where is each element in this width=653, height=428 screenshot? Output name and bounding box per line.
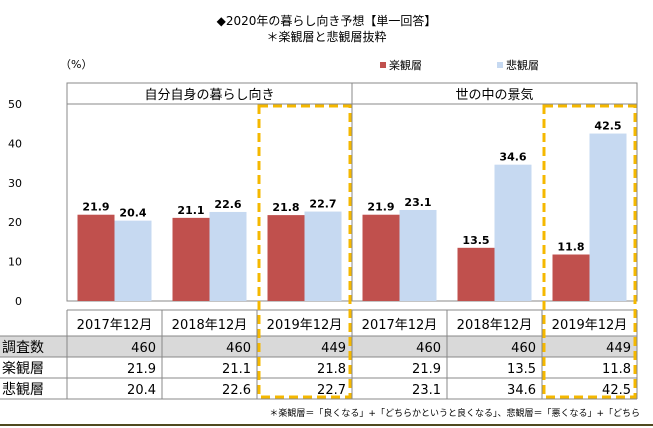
category-label: 2017年12月 — [77, 318, 153, 333]
table-cell: 42.5 — [602, 383, 631, 398]
bar-optimistic — [267, 215, 305, 301]
highlight-box — [257, 104, 352, 399]
table-cell: 21.1 — [222, 362, 251, 377]
category-label: 2017年12月 — [362, 318, 438, 333]
table-cell: 22.7 — [317, 383, 346, 398]
table-cell: 460 — [131, 341, 156, 356]
category-label: 2018年12月 — [457, 318, 533, 333]
bar-pessimistic — [399, 209, 437, 301]
table-cell: 20.4 — [127, 383, 156, 398]
bar-pessimistic — [209, 211, 247, 301]
table-cell: 13.5 — [507, 362, 536, 377]
table-cell: 449 — [606, 341, 631, 356]
data-label: 22.6 — [214, 198, 241, 211]
table-row-label: 調査数 — [2, 340, 44, 356]
chart-title: ◆2020年の暮らし向き予想【単一回答】 — [216, 14, 437, 28]
data-label: 21.9 — [367, 201, 394, 214]
y-axis-unit: （%） — [60, 58, 93, 71]
table-cell: 21.9 — [412, 362, 441, 377]
table-cell: 34.6 — [507, 383, 536, 398]
y-tick-label: 40 — [8, 137, 22, 150]
legend-swatch-pessimistic — [497, 62, 503, 68]
data-label: 13.5 — [462, 234, 489, 247]
legend-label: 悲観層 — [506, 58, 539, 72]
panel-title: 世の中の景気 — [455, 87, 533, 103]
footnote: ＊楽観層＝「良くなる」+「どちらかというと良くなる」、悲観層＝「悪くなる」+「ど… — [269, 409, 640, 419]
y-tick-label: 10 — [8, 256, 22, 269]
legend-swatch-optimistic — [380, 62, 386, 68]
y-tick-label: 0 — [15, 295, 22, 308]
legend-label: 楽観層 — [389, 58, 422, 72]
data-label: 23.1 — [404, 196, 431, 209]
data-label: 21.9 — [82, 201, 109, 214]
bar-pessimistic — [589, 133, 627, 301]
y-tick-label: 20 — [8, 216, 22, 229]
bar-optimistic — [172, 217, 210, 301]
data-label: 20.4 — [119, 207, 146, 220]
table-cell: 460 — [416, 341, 441, 356]
data-label: 21.1 — [177, 204, 204, 217]
bar-pessimistic — [304, 211, 342, 301]
bar-optimistic — [362, 214, 400, 301]
category-label: 2019年12月 — [267, 318, 343, 333]
table-cell: 22.6 — [222, 383, 251, 398]
table-cell: 449 — [321, 341, 346, 356]
table-row-bg — [0, 336, 637, 357]
table-cell: 460 — [511, 341, 536, 356]
data-label: 42.5 — [594, 120, 621, 133]
table-cell: 23.1 — [412, 383, 441, 398]
panel-title: 自分自身の暮らし向き — [144, 87, 274, 103]
bar-pessimistic — [114, 220, 152, 301]
data-label: 34.6 — [499, 151, 526, 164]
y-tick-label: 30 — [8, 177, 22, 190]
bar-optimistic — [552, 254, 590, 301]
y-tick-label: 50 — [8, 98, 22, 111]
data-label: 22.7 — [309, 198, 336, 211]
data-label: 21.8 — [272, 201, 299, 214]
bar-pessimistic — [494, 164, 532, 301]
table-cell: 21.9 — [127, 362, 156, 377]
bar-optimistic — [77, 214, 115, 301]
bar-optimistic — [457, 247, 495, 301]
bottom-rule — [0, 424, 653, 426]
highlight-box — [542, 104, 637, 399]
table-cell: 460 — [226, 341, 251, 356]
chart-subtitle: ＊楽観層と悲観層抜粋 — [266, 30, 387, 44]
table-cell: 21.8 — [317, 362, 346, 377]
table-row-label: 楽観層 — [2, 360, 44, 377]
table-cell: 11.8 — [602, 362, 631, 377]
table-row-label: 悲観層 — [2, 381, 44, 398]
category-label: 2019年12月 — [552, 318, 628, 333]
category-label: 2018年12月 — [172, 318, 248, 333]
data-label: 11.8 — [557, 241, 584, 254]
